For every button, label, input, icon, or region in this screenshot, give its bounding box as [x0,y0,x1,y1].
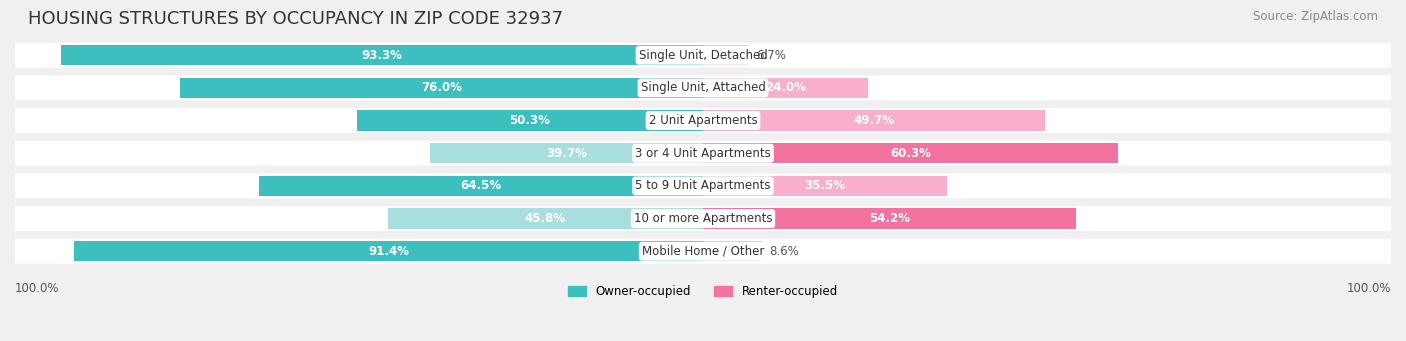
FancyBboxPatch shape [15,174,1391,198]
Text: 6.7%: 6.7% [756,49,786,62]
Bar [703,241,762,262]
Bar [703,110,1045,131]
Text: Mobile Home / Other: Mobile Home / Other [641,245,765,258]
FancyBboxPatch shape [15,75,1391,100]
Bar [60,45,703,65]
FancyBboxPatch shape [15,141,1391,166]
FancyBboxPatch shape [15,108,1391,133]
Text: 10 or more Apartments: 10 or more Apartments [634,212,772,225]
Text: 93.3%: 93.3% [361,49,402,62]
Bar [259,176,703,196]
Text: 54.2%: 54.2% [869,212,910,225]
Text: 49.7%: 49.7% [853,114,894,127]
Text: HOUSING STRUCTURES BY OCCUPANCY IN ZIP CODE 32937: HOUSING STRUCTURES BY OCCUPANCY IN ZIP C… [28,10,564,28]
Text: 60.3%: 60.3% [890,147,931,160]
Text: 2 Unit Apartments: 2 Unit Apartments [648,114,758,127]
Bar [388,208,703,229]
FancyBboxPatch shape [15,206,1391,231]
Text: Single Unit, Detached: Single Unit, Detached [638,49,768,62]
Text: Source: ZipAtlas.com: Source: ZipAtlas.com [1253,10,1378,23]
Text: 8.6%: 8.6% [769,245,799,258]
Bar [703,208,1076,229]
Bar [75,241,703,262]
Bar [357,110,703,131]
Bar [703,45,749,65]
Bar [703,78,868,98]
Text: 100.0%: 100.0% [1347,282,1391,295]
FancyBboxPatch shape [15,239,1391,264]
Text: 3 or 4 Unit Apartments: 3 or 4 Unit Apartments [636,147,770,160]
Text: 35.5%: 35.5% [804,179,845,192]
Text: 24.0%: 24.0% [765,81,806,94]
Text: 100.0%: 100.0% [15,282,59,295]
Text: 76.0%: 76.0% [422,81,463,94]
Bar [180,78,703,98]
Text: 50.3%: 50.3% [509,114,550,127]
Text: 64.5%: 64.5% [461,179,502,192]
Bar [430,143,703,163]
Text: 5 to 9 Unit Apartments: 5 to 9 Unit Apartments [636,179,770,192]
Bar [703,176,948,196]
Text: 39.7%: 39.7% [546,147,586,160]
Legend: Owner-occupied, Renter-occupied: Owner-occupied, Renter-occupied [564,280,842,303]
Text: Single Unit, Attached: Single Unit, Attached [641,81,765,94]
FancyBboxPatch shape [15,43,1391,68]
Text: 91.4%: 91.4% [368,245,409,258]
Text: 45.8%: 45.8% [524,212,567,225]
Bar [703,143,1118,163]
